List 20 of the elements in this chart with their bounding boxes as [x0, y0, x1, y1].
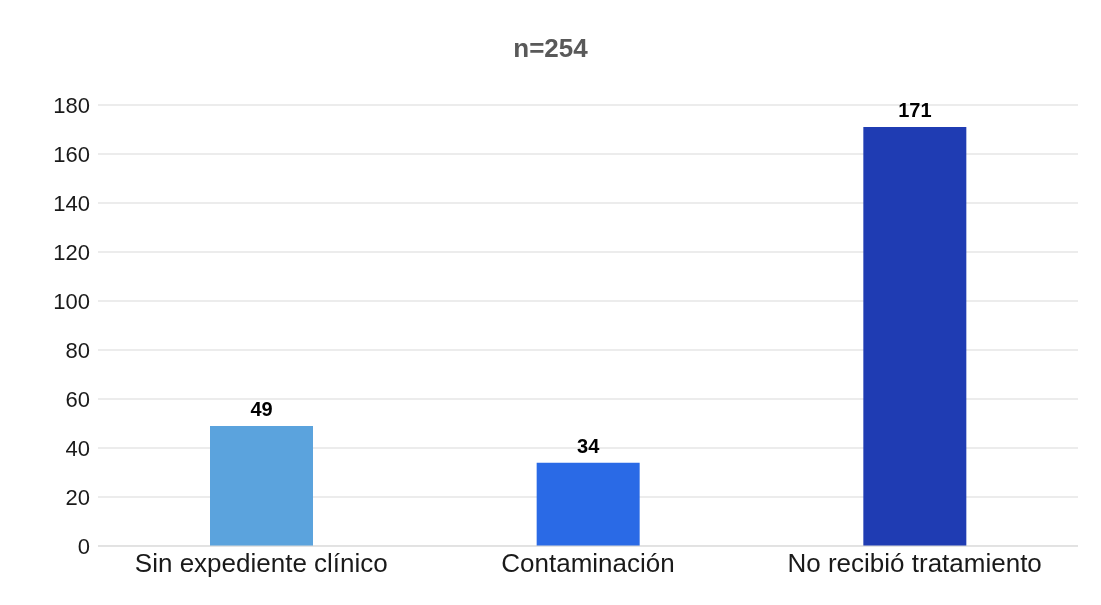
y-tick-label: 60	[65, 386, 90, 412]
y-tick-label: 0	[77, 533, 90, 559]
y-tick-label: 160	[53, 141, 90, 167]
bar	[536, 462, 640, 546]
y-tick-label: 140	[53, 190, 90, 216]
bar	[863, 127, 967, 546]
y-tick-label: 180	[53, 92, 90, 118]
x-tick-label: No recibió tratamiento	[787, 548, 1042, 579]
chart-title: n=254	[512, 31, 589, 65]
data-label: 171	[898, 99, 932, 122]
y-tick-label: 120	[53, 239, 90, 265]
y-tick-label: 20	[65, 484, 90, 510]
x-tick-label: Sin expediente clínico	[134, 548, 388, 579]
y-tick-label: 80	[65, 337, 90, 363]
data-label: 49	[250, 397, 273, 420]
data-label: 34	[577, 434, 601, 457]
y-tick-label: 100	[53, 288, 90, 314]
bar	[210, 425, 313, 546]
y-tick-label: 40	[65, 435, 90, 461]
x-tick-label: Contaminación	[501, 548, 675, 579]
